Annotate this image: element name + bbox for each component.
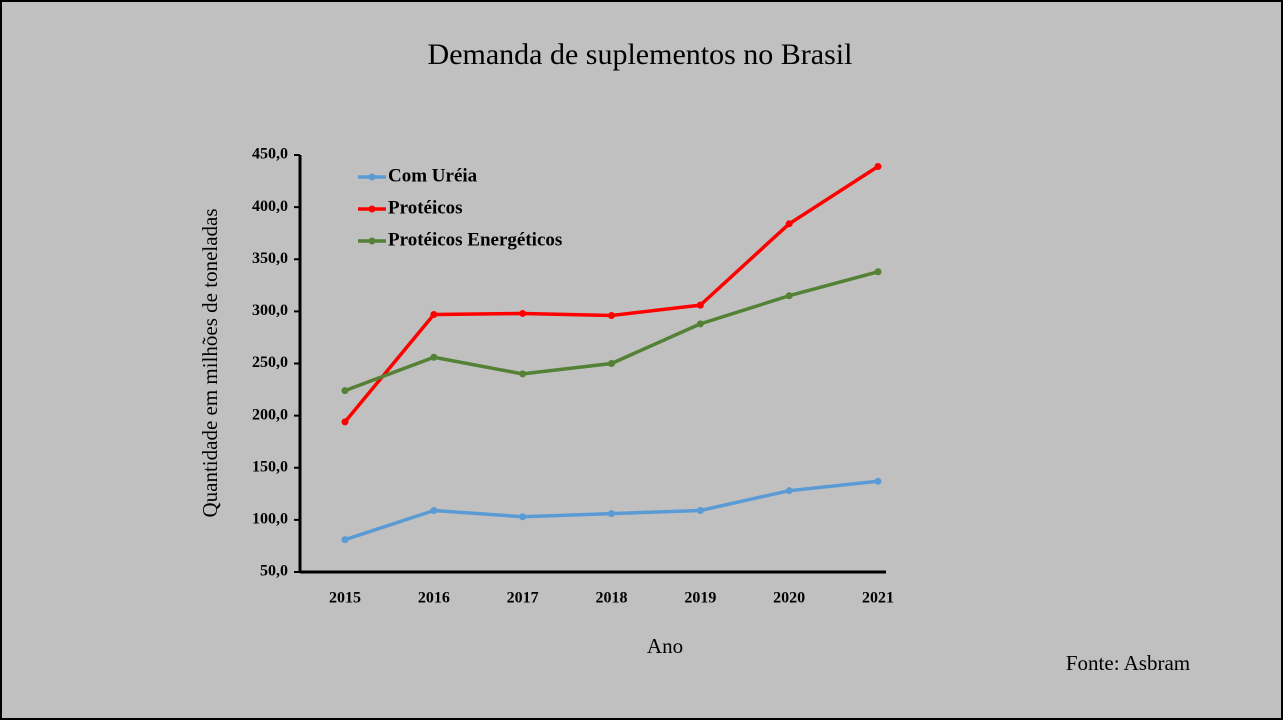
y-tick-label: 450,0 bbox=[252, 146, 288, 163]
legend-label: Protéicos bbox=[388, 197, 463, 218]
marker bbox=[785, 487, 793, 495]
marker bbox=[519, 370, 527, 378]
marker bbox=[785, 220, 793, 228]
marker bbox=[874, 162, 882, 170]
y-tick-label: 50,0 bbox=[260, 563, 288, 580]
legend-marker bbox=[368, 173, 376, 181]
marker bbox=[519, 309, 527, 317]
x-tick-label: 2020 bbox=[773, 590, 805, 607]
legend-label: Protéicos Energéticos bbox=[388, 229, 562, 250]
source: Fonte: Asbram bbox=[1066, 651, 1190, 675]
marker bbox=[430, 353, 438, 361]
x-tick-label: 2019 bbox=[684, 590, 716, 607]
marker bbox=[785, 292, 793, 300]
marker bbox=[874, 477, 882, 485]
marker bbox=[874, 268, 882, 276]
legend-marker bbox=[368, 205, 376, 213]
x-tick-label: 2021 bbox=[862, 590, 894, 607]
x-axis-label: Ano bbox=[647, 634, 683, 658]
x-tick-label: 2018 bbox=[596, 590, 628, 607]
y-tick-label: 350,0 bbox=[252, 250, 288, 267]
x-tick-label: 2015 bbox=[329, 590, 361, 607]
chart-title: Demanda de suplementos no Brasil bbox=[428, 38, 853, 71]
marker bbox=[341, 536, 349, 544]
x-tick-label: 2017 bbox=[507, 590, 539, 607]
marker bbox=[696, 301, 704, 309]
y-tick-label: 400,0 bbox=[252, 198, 288, 215]
marker bbox=[696, 506, 704, 514]
y-tick-label: 250,0 bbox=[252, 354, 288, 371]
marker bbox=[608, 312, 615, 320]
marker bbox=[430, 311, 438, 319]
marker bbox=[696, 320, 704, 328]
legend-label: Com Uréia bbox=[388, 165, 478, 186]
y-tick-label: 300,0 bbox=[252, 302, 288, 319]
marker bbox=[430, 506, 438, 514]
y-axis-label: Quantidade em milhões de toneladas bbox=[198, 208, 222, 517]
y-tick-label: 200,0 bbox=[252, 406, 288, 423]
marker bbox=[341, 387, 349, 395]
marker bbox=[519, 513, 527, 521]
legend-marker bbox=[368, 237, 376, 245]
y-tick-label: 100,0 bbox=[252, 511, 288, 528]
marker bbox=[608, 510, 615, 518]
x-tick-label: 2016 bbox=[418, 590, 450, 607]
marker bbox=[608, 360, 615, 367]
y-tick-label: 150,0 bbox=[252, 458, 288, 475]
marker bbox=[341, 418, 349, 426]
